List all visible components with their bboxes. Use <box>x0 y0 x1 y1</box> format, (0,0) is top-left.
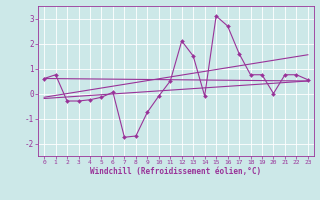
X-axis label: Windchill (Refroidissement éolien,°C): Windchill (Refroidissement éolien,°C) <box>91 167 261 176</box>
